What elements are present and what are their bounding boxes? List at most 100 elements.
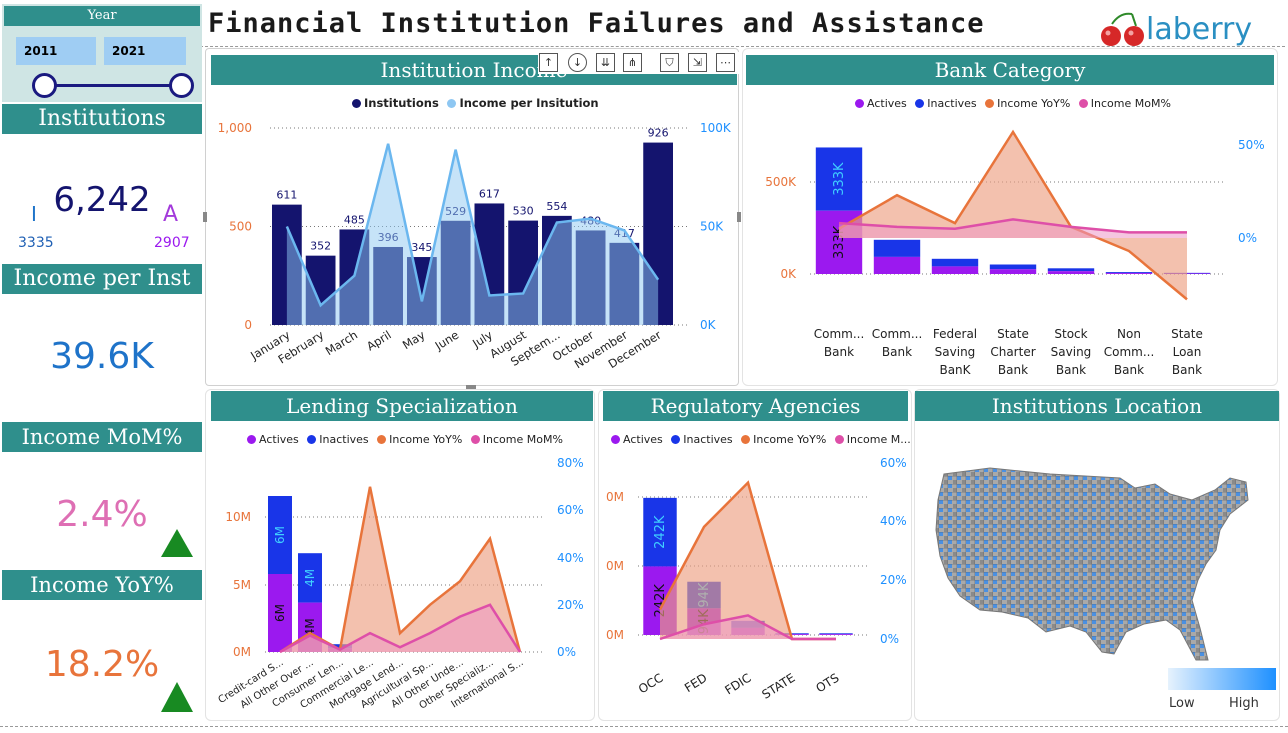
y-tick-label: 0M [606, 559, 624, 573]
institutions-inactive-letter: I [31, 202, 37, 226]
legend-actives: Actives [867, 97, 907, 110]
bank-category-chart[interactable]: 0K500K0%50%333K333KComm...BankComm...Ban… [742, 112, 1278, 384]
resize-handle-left[interactable] [203, 212, 207, 222]
y2-tick-label: 0% [1238, 231, 1257, 245]
data-label: 554 [546, 200, 567, 213]
income-yoy-label: Income YoY% [2, 570, 202, 600]
year-slider-track[interactable] [44, 84, 182, 87]
header-divider [200, 46, 1285, 47]
x-tick-label: Saving [1051, 345, 1092, 359]
legend-actives: Actives [623, 433, 663, 446]
page-title: Financial Institution Failures and Assis… [208, 8, 985, 39]
y2-tick-label: 80% [557, 456, 584, 470]
data-label: 352 [310, 240, 331, 253]
y-tick-label: 500K [765, 175, 797, 189]
area-income-yoy [660, 482, 836, 639]
y2-tick-label: 50K [700, 220, 724, 234]
income-mom-label: Income MoM% [2, 422, 202, 452]
legend-inactives: Inactives [683, 433, 733, 446]
income-mom-value: 2.4% [56, 494, 148, 535]
y2-tick-label: 0% [557, 645, 576, 659]
bar-actives [1047, 271, 1095, 274]
area-income-mom [280, 604, 520, 652]
legend-institutions: Institutions [364, 96, 439, 110]
x-tick-label: Bank [1056, 363, 1086, 377]
us-map-shape[interactable] [935, 467, 1249, 661]
x-tick-label: Loan [1173, 345, 1202, 359]
x-tick-label: Non [1117, 327, 1141, 341]
area-income-per-institution [286, 143, 659, 325]
bar-actives [1105, 273, 1153, 274]
institutions-active-value: 2907 [154, 235, 190, 251]
legend-income-yoy: Income YoY% [389, 433, 463, 446]
y-tick-label: 0M [606, 628, 624, 642]
map-legend-low: Low [1169, 696, 1195, 711]
y2-tick-label: 20% [557, 598, 584, 612]
bar-inactives [268, 496, 292, 574]
resize-handle-right[interactable] [737, 212, 741, 222]
year-slicer-label: Year [4, 6, 200, 26]
drill-up-arrow-icon[interactable]: ↑ [539, 53, 558, 72]
bar-actives [989, 269, 1037, 274]
x-tick-label: Bank [882, 345, 912, 359]
data-label: 530 [513, 205, 534, 218]
x-tick-label: Bank [998, 363, 1028, 377]
y2-tick-label: 60% [557, 503, 584, 517]
bar-actives [819, 634, 853, 635]
area-income-yoy [839, 131, 1187, 300]
line-income-per-institution [285, 143, 660, 308]
us-map[interactable] [930, 460, 1260, 670]
year-slider-start-handle[interactable] [32, 73, 57, 98]
y2-tick-label: 50% [1238, 138, 1265, 152]
data-label: 4M [303, 618, 317, 636]
y2-tick-label: 20% [880, 573, 907, 587]
x-tick-label: Comm... [1104, 345, 1155, 359]
y2-tick-label: 100K [700, 121, 732, 135]
bar-actives [268, 574, 292, 652]
bar-inactives [873, 239, 921, 257]
lending-specialization-title: Lending Specialization [211, 391, 593, 421]
regulatory-agencies-title: Regulatory Agencies [603, 391, 908, 421]
resize-handle-bottom[interactable] [466, 385, 476, 389]
year-slicer[interactable]: Year 2011 2021 [2, 4, 202, 102]
data-label: 242K [653, 515, 668, 549]
institutions-kpi-card: 6,242 I 3335 A 2907 [2, 136, 202, 260]
cherry-logo-icon [1101, 12, 1144, 46]
institutions-active-letter: A [163, 202, 179, 227]
data-label: 6M [273, 604, 287, 622]
y-tick-label: 0K [780, 267, 797, 281]
institutions-kpi-value: 6,242 [53, 180, 151, 220]
institutions-kpi-label: Institutions [2, 104, 202, 134]
year-start-input[interactable]: 2011 [16, 37, 96, 65]
data-label: 4M [303, 569, 317, 587]
legend-income-yoy: Income YoY% [753, 433, 827, 446]
regulatory-agencies-chart[interactable]: 0M0M0M0%20%40%60%242K242K94K94KOCCFEDFDI… [598, 450, 912, 720]
legend-inactives: Inactives [319, 433, 369, 446]
drill-down-icon[interactable]: ↓ [568, 53, 587, 72]
expand-hierarchy-icon[interactable]: ⋔ [623, 53, 642, 72]
more-options-icon[interactable]: ⋯ [716, 53, 735, 72]
map-legend-gradient [1168, 668, 1276, 690]
y2-tick-label: 0% [880, 632, 899, 646]
x-tick-label: Saving [935, 345, 976, 359]
institutions-inactive-value: 3335 [18, 235, 54, 251]
bar-inactives [989, 264, 1037, 270]
institution-income-chart[interactable]: 00K50050K1,000100K6113524853963455296175… [205, 110, 739, 388]
x-tick-label: Stock [1054, 327, 1087, 341]
x-tick-label: June [432, 328, 462, 354]
y2-tick-label: 40% [557, 551, 584, 565]
x-tick-label: FDIC [722, 671, 753, 698]
line-income-yoy [838, 129, 1188, 301]
year-slider-end-handle[interactable] [169, 73, 194, 98]
x-tick-label: FED [682, 671, 710, 695]
focus-mode-icon[interactable]: ⇲ [688, 53, 707, 72]
area-income-yoy [280, 486, 520, 652]
x-tick-label: STATE [759, 671, 797, 702]
expand-next-level-icon[interactable]: ⇊ [596, 53, 615, 72]
lending-specialization-chart[interactable]: 0M5M10M0%20%40%60%80%6M6M4M4MCredit-card… [205, 450, 595, 720]
filter-icon[interactable]: ⛉ [660, 53, 679, 72]
y-tick-label: 10M [225, 510, 251, 524]
x-tick-label: Comm... [872, 327, 923, 341]
bar-inactives [298, 553, 322, 603]
year-end-input[interactable]: 2021 [104, 37, 186, 65]
